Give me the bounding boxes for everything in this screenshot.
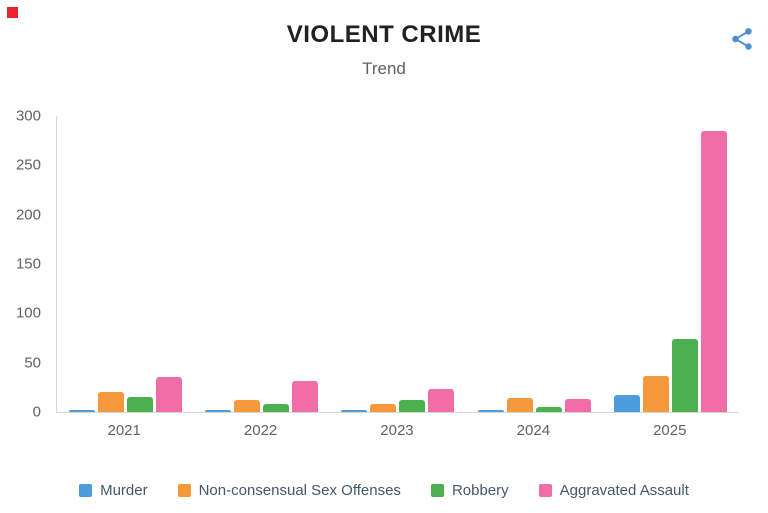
- legend-swatch-aggravated-assault: [538, 484, 552, 497]
- legend-item-aggravated-assault[interactable]: Aggravated Assault: [538, 482, 689, 499]
- bar-murder-2021[interactable]: [68, 410, 95, 412]
- red-marker: [7, 7, 18, 18]
- bar-group-2021: [68, 116, 182, 412]
- legend-swatch-non-consensual-sex-offenses: [177, 484, 191, 497]
- chart-subtitle: Trend: [362, 59, 406, 78]
- bar-robbery-2024[interactable]: [535, 407, 562, 412]
- bar-robbery-2023[interactable]: [399, 400, 426, 412]
- bar-robbery-2022[interactable]: [263, 404, 290, 412]
- bar-aggravated-assault-2023[interactable]: [428, 389, 455, 412]
- legend: Murder Non-consensual Sex Offenses Robbery…: [0, 482, 768, 499]
- legend-swatch-robbery: [430, 484, 444, 497]
- x-label-2022: 2022: [243, 422, 278, 439]
- bar-murder-2025[interactable]: [614, 395, 641, 412]
- plot-area: [56, 116, 739, 413]
- legend-label-non-consensual-sex-offenses: Non-consensual Sex Offenses: [198, 482, 401, 499]
- bar-group-2025: [614, 116, 728, 412]
- bar-murder-2023[interactable]: [341, 410, 368, 412]
- bar-murder-2022[interactable]: [205, 410, 232, 412]
- bar-murder-2024[interactable]: [477, 410, 504, 412]
- y-tick-0: 0: [32, 403, 41, 421]
- legend-item-murder[interactable]: Murder: [79, 482, 148, 499]
- bar-robbery-2021[interactable]: [126, 397, 153, 412]
- x-label-2021: 2021: [107, 422, 141, 439]
- chart-title: VIOLENT CRIME: [286, 21, 482, 48]
- bar-aggravated-assault-2025[interactable]: [701, 130, 728, 412]
- legend-label-aggravated-assault: Aggravated Assault: [559, 482, 689, 499]
- y-axis-labels: 0 50 100 150 200 250 300: [0, 108, 47, 421]
- x-label-2024: 2024: [516, 422, 551, 439]
- y-tick-50: 50: [24, 354, 41, 372]
- y-tick-200: 200: [15, 206, 41, 224]
- y-tick-250: 250: [15, 156, 41, 174]
- bar-non-consensual-sex-offenses-2025[interactable]: [643, 375, 670, 412]
- bar-group-2022: [205, 116, 319, 412]
- y-tick-100: 100: [15, 304, 41, 322]
- x-axis-labels: 2021 2022 2023 2024 2025: [56, 422, 738, 439]
- bar-group-2023: [341, 116, 455, 412]
- y-tick-150: 150: [15, 255, 41, 273]
- x-label-2023: 2023: [380, 422, 414, 439]
- bar-aggravated-assault-2024[interactable]: [564, 399, 591, 412]
- bar-group-2024: [477, 116, 591, 412]
- legend-item-robbery[interactable]: Robbery: [430, 482, 509, 499]
- share-icon[interactable]: [729, 26, 755, 52]
- bar-non-consensual-sex-offenses-2023[interactable]: [370, 404, 397, 412]
- bar-aggravated-assault-2022[interactable]: [292, 381, 319, 412]
- legend-item-non-consensual-sex-offenses[interactable]: Non-consensual Sex Offenses: [177, 482, 401, 499]
- y-tick-300: 300: [15, 107, 41, 125]
- bar-aggravated-assault-2021[interactable]: [155, 377, 182, 412]
- legend-swatch-murder: [79, 484, 93, 497]
- bar-non-consensual-sex-offenses-2024[interactable]: [506, 398, 533, 412]
- bar-non-consensual-sex-offenses-2022[interactable]: [234, 400, 261, 412]
- legend-label-murder: Murder: [100, 482, 148, 499]
- legend-label-robbery: Robbery: [451, 482, 509, 499]
- x-label-2025: 2025: [653, 422, 687, 439]
- bar-robbery-2025[interactable]: [672, 339, 699, 412]
- bar-non-consensual-sex-offenses-2021[interactable]: [97, 392, 124, 412]
